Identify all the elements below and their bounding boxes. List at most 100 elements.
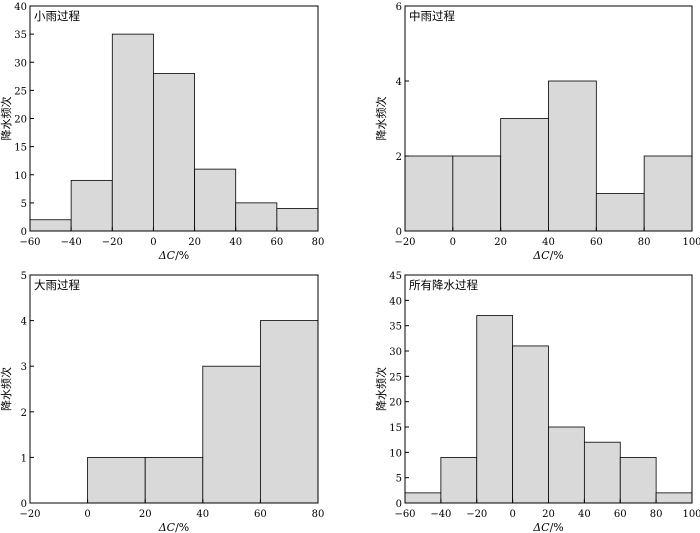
x-tick-label: 60 <box>254 509 267 520</box>
x-axis-label: ΔC/% <box>158 521 190 533</box>
histogram-bar <box>476 315 514 504</box>
y-tick-label: 20 <box>389 398 402 409</box>
x-tick-label: −60 <box>19 237 40 248</box>
histogram-bar <box>583 441 621 504</box>
x-tick-label: −20 <box>19 509 40 520</box>
x-tick-label: 80 <box>312 509 325 520</box>
histogram-bar <box>452 155 502 232</box>
y-tick-label: 20 <box>14 115 27 126</box>
x-axis-label: ΔC/% <box>158 249 190 262</box>
y-tick-label: 25 <box>14 86 27 97</box>
x-tick-label: −20 <box>102 237 123 248</box>
histogram-bar <box>194 168 237 232</box>
panel-title: 中雨过程 <box>409 9 455 23</box>
y-tick-label: 5 <box>21 271 27 282</box>
histogram-bar <box>440 456 478 504</box>
x-tick-label: 20 <box>188 237 201 248</box>
y-tick-label: 1 <box>21 453 27 464</box>
y-tick-label: 0 <box>396 499 402 510</box>
histogram-bar <box>276 208 319 232</box>
x-tick-label: 0 <box>150 237 156 248</box>
histogram-bar <box>548 426 585 504</box>
y-tick-label: 30 <box>389 347 402 358</box>
y-tick-label: 10 <box>389 448 402 459</box>
y-axis-label: 降水频次 <box>0 367 13 411</box>
histogram-bar <box>29 219 72 232</box>
histogram-bar <box>235 202 278 232</box>
x-tick-label: −40 <box>61 237 82 248</box>
y-tick-label: 35 <box>14 30 27 41</box>
x-tick-label: 40 <box>229 237 242 248</box>
x-tick-label: −20 <box>466 509 487 520</box>
y-axis-label: 降水频次 <box>374 367 388 411</box>
histogram-bar <box>111 33 154 232</box>
x-tick-label: −60 <box>394 509 415 520</box>
plot-frame <box>29 274 319 504</box>
y-tick-label: 0 <box>21 499 27 510</box>
y-tick-label: 35 <box>389 322 402 333</box>
x-tick-label: 20 <box>542 509 555 520</box>
x-tick-label: 80 <box>638 237 651 248</box>
y-tick-label: 0 <box>21 227 27 238</box>
histogram-bar <box>595 193 645 232</box>
panel-title: 大雨过程 <box>34 278 80 292</box>
x-tick-label: 80 <box>650 509 663 520</box>
y-tick-label: 3 <box>21 362 27 373</box>
histogram-bar <box>404 492 442 504</box>
x-tick-label: 40 <box>196 509 209 520</box>
y-tick-label: 30 <box>14 58 27 69</box>
histogram-bar <box>512 345 549 504</box>
x-tick-label: 60 <box>614 509 627 520</box>
y-tick-label: 4 <box>21 317 27 328</box>
y-tick-label: 15 <box>14 143 27 154</box>
histogram-bar <box>202 365 261 504</box>
histogram-panel-1: −60 −40 −20 0 20 40 60 80 0 5 10 15 20 25 30 35 40 小雨过程 ΔC… <box>0 2 324 262</box>
histogram-bar <box>643 155 693 232</box>
panel-title: 所有降水过程 <box>409 278 478 292</box>
x-axis-label: ΔC/% <box>532 521 564 533</box>
y-tick-label: 0 <box>396 227 402 238</box>
x-tick-label: 80 <box>312 237 325 248</box>
y-tick-label: 40 <box>14 2 27 13</box>
y-axis-label: 降水频次 <box>0 97 13 141</box>
y-tick-label: 5 <box>21 199 27 210</box>
histogram-bar <box>619 456 657 504</box>
x-axis-label: ΔC/% <box>532 249 564 262</box>
histogram-bar <box>500 118 549 232</box>
histogram-bar <box>548 80 597 232</box>
histogram-bar <box>87 456 146 504</box>
histogram-bar <box>153 73 195 232</box>
y-tick-label: 2 <box>21 408 27 419</box>
histogram-bar <box>144 456 204 504</box>
x-tick-label: 0 <box>84 509 90 520</box>
x-tick-label: 20 <box>494 237 507 248</box>
x-tick-label: 20 <box>139 509 152 520</box>
histogram-bar <box>655 492 693 504</box>
histogram-panel-4: −60 −40 −20 0 20 40 60 80 100 0 5 10 15 20 25 30 35 40 45 所… <box>374 271 700 533</box>
y-tick-label: 2 <box>396 152 402 163</box>
y-tick-label: 10 <box>14 171 27 182</box>
x-tick-label: 100 <box>682 509 700 520</box>
x-tick-label: 0 <box>509 509 515 520</box>
x-tick-label: 40 <box>542 237 555 248</box>
histogram-bar <box>404 155 454 232</box>
x-tick-label: 60 <box>590 237 603 248</box>
x-tick-label: 0 <box>450 237 456 248</box>
histogram-bar <box>259 320 319 504</box>
x-tick-label: 40 <box>578 509 591 520</box>
panel-title: 小雨过程 <box>34 9 80 23</box>
y-tick-label: 5 <box>396 474 402 485</box>
y-tick-label: 45 <box>389 271 402 282</box>
x-tick-label: 100 <box>682 237 700 248</box>
y-tick-label: 40 <box>389 296 402 307</box>
y-tick-label: 25 <box>389 372 402 383</box>
x-tick-label: −20 <box>394 237 415 248</box>
y-tick-label: 6 <box>396 2 402 13</box>
histogram-bar <box>70 179 113 232</box>
x-tick-label: −40 <box>430 509 451 520</box>
y-tick-label: 15 <box>389 423 402 434</box>
x-tick-label: 60 <box>270 237 283 248</box>
y-axis-label: 降水频次 <box>374 97 388 141</box>
